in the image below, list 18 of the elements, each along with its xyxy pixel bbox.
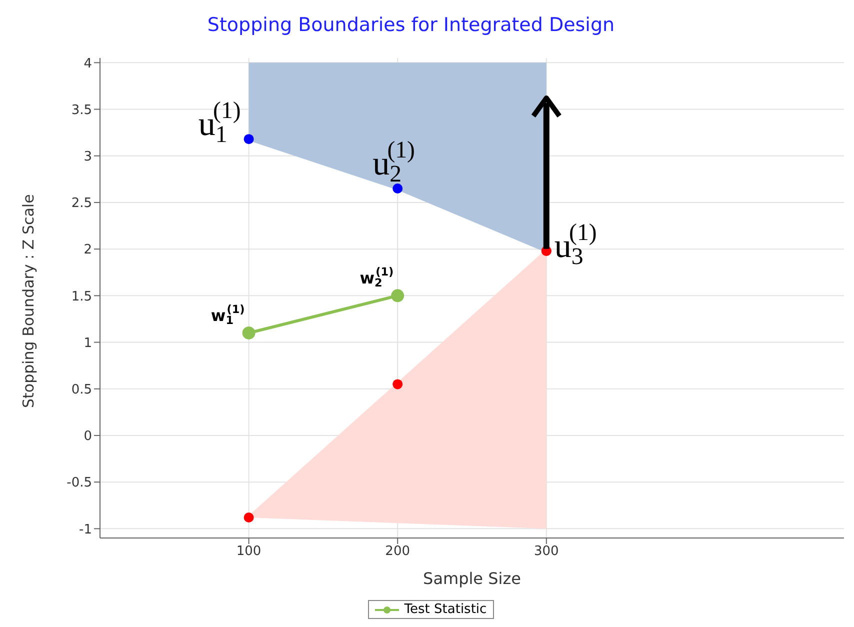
x-tick-label: 100 <box>236 544 262 560</box>
y-tick-label: 2 <box>84 242 92 258</box>
y-tick-label: 0.5 <box>71 382 92 398</box>
x-tick-label: 200 <box>385 544 410 560</box>
y-tick-label: 1 <box>84 336 92 351</box>
y-axis-title: Stopping Boundary : Z Scale <box>19 194 38 408</box>
y-tick-label: 1.5 <box>71 289 92 304</box>
chart-title: Stopping Boundaries for Integrated Design <box>206 14 616 36</box>
x-axis-title: Sample Size <box>423 569 521 588</box>
y-tick-label: 3.5 <box>71 102 92 118</box>
y-tick-label: 2.5 <box>71 196 92 212</box>
y-tick-label: 0 <box>84 429 92 444</box>
legend-label: Test Statistic <box>404 602 487 617</box>
y-tick-label: -1 <box>79 522 92 538</box>
x-tick-label: 300 <box>534 544 559 560</box>
y-tick-label: 3 <box>84 149 92 164</box>
y-tick-label: -0.5 <box>66 476 92 491</box>
y-tick-label: 4 <box>84 56 92 72</box>
